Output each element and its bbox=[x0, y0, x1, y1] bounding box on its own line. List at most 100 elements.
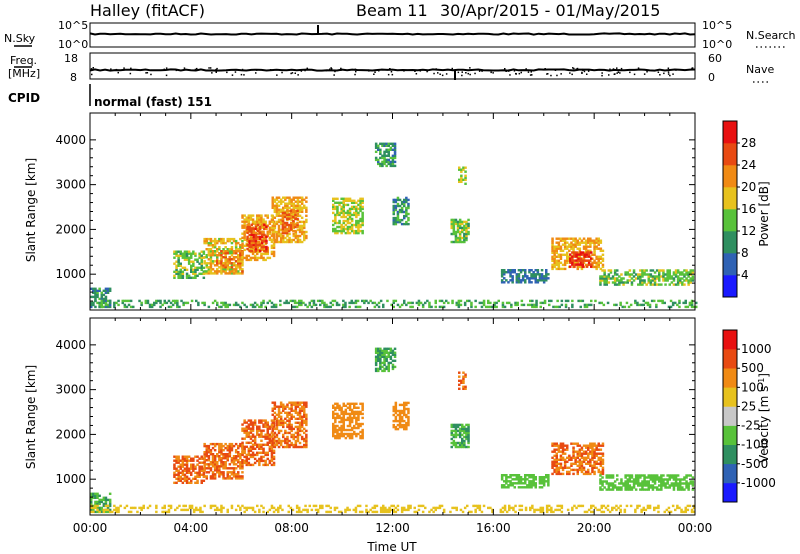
heatmap-cell bbox=[463, 425, 466, 429]
heatmap-cell bbox=[274, 508, 278, 512]
heatmap-cell bbox=[277, 407, 281, 410]
heatmap-cell bbox=[655, 488, 659, 491]
heatmap-cell bbox=[634, 488, 638, 491]
heatmap-cell bbox=[662, 275, 665, 278]
heatmap-cell bbox=[222, 463, 225, 466]
heatmap-cell bbox=[377, 369, 380, 373]
heatmap-cell bbox=[346, 506, 349, 510]
heatmap-cell bbox=[587, 261, 591, 264]
heatmap-cell bbox=[213, 237, 217, 241]
heatmap-cell bbox=[442, 305, 446, 309]
heatmap-cell bbox=[260, 504, 263, 508]
heatmap-cell bbox=[282, 409, 285, 413]
heatmap-cell bbox=[618, 482, 621, 485]
heatmap-cell bbox=[580, 464, 584, 468]
heatmap-cell bbox=[248, 245, 251, 249]
heatmap-cell bbox=[334, 406, 337, 410]
heatmap-cell bbox=[245, 461, 248, 465]
heatmap-cell bbox=[396, 218, 400, 222]
nave-dot bbox=[152, 69, 154, 71]
heatmap-cell bbox=[342, 426, 345, 430]
heatmap-cell bbox=[576, 265, 579, 269]
heatmap-cell bbox=[357, 231, 360, 235]
heatmap-cell bbox=[292, 435, 295, 439]
heatmap-cell bbox=[92, 303, 95, 307]
heatmap-cell bbox=[203, 451, 206, 454]
heatmap-cell bbox=[182, 301, 185, 305]
heatmap-cell bbox=[260, 256, 263, 260]
heatmap-cell bbox=[241, 467, 244, 470]
nave-dot bbox=[354, 73, 356, 76]
heatmap-cell bbox=[361, 207, 364, 211]
heatmap-cell bbox=[181, 459, 185, 462]
heatmap-cell bbox=[601, 277, 604, 280]
heatmap-cell bbox=[510, 303, 513, 307]
heatmap-cell bbox=[290, 225, 293, 229]
heatmap-cell bbox=[108, 504, 112, 508]
heatmap-cell bbox=[394, 411, 398, 415]
heatmap-cell bbox=[205, 270, 208, 273]
heatmap-cell bbox=[134, 506, 137, 510]
nave-dot bbox=[613, 73, 616, 75]
heatmap-cell bbox=[90, 502, 93, 506]
heatmap-cell bbox=[655, 277, 659, 280]
heatmap-cell bbox=[228, 250, 232, 253]
heatmap-cell bbox=[216, 270, 219, 273]
heatmap-cell bbox=[298, 425, 302, 429]
heatmap-cell bbox=[243, 234, 246, 238]
heatmap-cell bbox=[260, 305, 263, 309]
heatmap-cell bbox=[220, 442, 223, 446]
heatmap-cell bbox=[296, 421, 300, 425]
heatmap-cell bbox=[570, 243, 573, 246]
heatmap-cell bbox=[676, 281, 680, 284]
heatmap-cell bbox=[535, 301, 538, 305]
heatmap-cell bbox=[271, 429, 274, 433]
heatmap-cell bbox=[213, 260, 217, 263]
heatmap-cell bbox=[657, 299, 660, 303]
heatmap-cell bbox=[185, 461, 189, 464]
heatmap-cell bbox=[340, 201, 343, 205]
heatmap-cell bbox=[100, 291, 103, 295]
heatmap-cell bbox=[646, 301, 650, 305]
heatmap-cell bbox=[284, 437, 287, 441]
heatmap-cell bbox=[601, 466, 605, 470]
heatmap-cell bbox=[691, 482, 695, 485]
heatmap-cell bbox=[334, 221, 337, 225]
heatmap-cell bbox=[129, 299, 133, 303]
heatmap-cell bbox=[458, 230, 462, 234]
heatmap-cell bbox=[361, 299, 364, 303]
heatmap-cell bbox=[173, 270, 176, 274]
heatmap-cell bbox=[94, 289, 97, 293]
heatmap-cell bbox=[524, 480, 527, 483]
heatmap-cell bbox=[209, 241, 213, 245]
heatmap-cell bbox=[264, 461, 267, 465]
nave-dot bbox=[556, 74, 558, 77]
heatmap-cell bbox=[344, 412, 348, 416]
heatmap-cell bbox=[271, 437, 274, 441]
heatmap-cell bbox=[232, 471, 236, 474]
heatmap-cell bbox=[683, 283, 686, 286]
heatmap-cell bbox=[574, 243, 577, 246]
heatmap-cell bbox=[258, 443, 261, 447]
heatmap-cell bbox=[200, 260, 203, 263]
heatmap-cell bbox=[392, 425, 395, 429]
heatmap-cell bbox=[102, 498, 106, 502]
colorbar-tick-label: 4 bbox=[741, 268, 749, 282]
heatmap-cell bbox=[125, 504, 129, 508]
heatmap-cell bbox=[295, 504, 299, 508]
heatmap-cell bbox=[272, 250, 276, 254]
heatmap-cell bbox=[203, 442, 206, 446]
heatmap-cell bbox=[667, 305, 671, 309]
heatmap-cell bbox=[288, 198, 291, 201]
heatmap-cell bbox=[461, 425, 464, 429]
heatmap-cell bbox=[618, 279, 621, 282]
heatmap-cell bbox=[177, 465, 180, 468]
heatmap-cell bbox=[405, 415, 408, 419]
heatmap-cell bbox=[510, 305, 513, 309]
heatmap-cell bbox=[272, 305, 276, 309]
heatmap-cell bbox=[266, 256, 269, 260]
heatmap-cell bbox=[288, 427, 291, 431]
heatmap-cell bbox=[111, 510, 114, 514]
heatmap-cell bbox=[559, 456, 563, 460]
heatmap-cell bbox=[379, 506, 383, 510]
